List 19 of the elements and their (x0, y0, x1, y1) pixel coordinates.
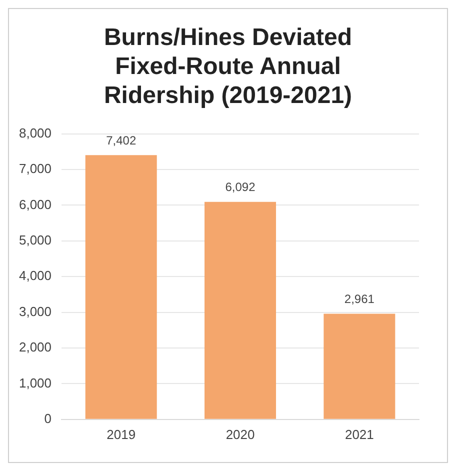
data-label: 7,402 (106, 133, 136, 148)
y-tick-label: 5,000 (18, 232, 52, 248)
x-tick-label: 2020 (226, 426, 255, 442)
data-label: 6,092 (225, 180, 256, 194)
bar (85, 155, 157, 419)
y-tick-label: 6,000 (18, 196, 52, 212)
y-tick-label: 2,000 (18, 340, 52, 355)
data-label: 2,961 (344, 292, 375, 306)
y-tick-label: 0 (44, 410, 52, 426)
chart-title: Burns/Hines Deviated Fixed-Route Annual Ridership (2019-2021) (102, 23, 354, 110)
y-tick-label: 3,000 (18, 304, 52, 319)
bar (204, 202, 276, 419)
x-tick-label: 2021 (344, 426, 374, 442)
y-tick-label: 4,000 (18, 268, 52, 284)
x-tick-label: 2019 (106, 426, 136, 442)
y-tick-label: 8,000 (18, 125, 52, 140)
bar (324, 314, 396, 419)
y-tick-label: 7,000 (18, 161, 52, 176)
y-tick-label: 1,000 (18, 375, 52, 390)
